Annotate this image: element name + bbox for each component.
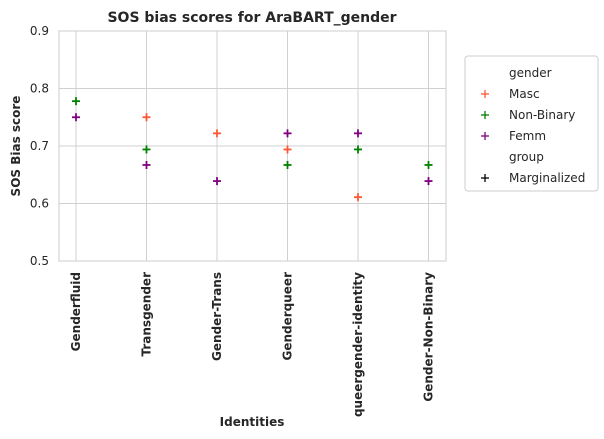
- data-point: [142, 113, 151, 122]
- grid: [59, 30, 446, 262]
- data-point: [424, 177, 433, 186]
- y-axis-label: SOS Bias score: [9, 96, 23, 197]
- data-point: [213, 177, 221, 186]
- y-tick-label: 0.9: [30, 24, 49, 38]
- x-tick-label: Genderqueer: [281, 272, 295, 361]
- legend-marker: [481, 111, 489, 119]
- y-tick-label: 0.7: [30, 139, 49, 153]
- data-point: [72, 97, 80, 106]
- legend-marker: [481, 132, 489, 140]
- data-point: [354, 193, 362, 202]
- legend-marker: [481, 174, 489, 182]
- y-tick-label: 0.6: [30, 197, 49, 211]
- y-tick-label: 0.8: [30, 82, 49, 96]
- x-axis: Genderfluid Transgender Gender-Trans Gender…: [69, 272, 436, 417]
- legend-box: [464, 55, 599, 192]
- x-tick-label: queergender-identity: [351, 272, 365, 417]
- plot-area: [58, 30, 447, 262]
- x-tick-label: Gender-Trans: [210, 272, 224, 361]
- data-point: [213, 129, 221, 138]
- data-point: [72, 113, 80, 122]
- legend-label: Masc: [509, 87, 540, 101]
- x-tick-label: Genderfluid: [69, 272, 83, 351]
- data-point: [283, 129, 292, 138]
- chart-title: SOS bias scores for AraBART_gender: [107, 10, 396, 26]
- x-axis-label: Identities: [220, 415, 285, 429]
- legend-label: Marginalized: [509, 171, 585, 185]
- legend-header: group: [509, 150, 544, 164]
- legend-label: Femm: [509, 129, 546, 143]
- data-points: [72, 97, 433, 202]
- legend-label: Non-Binary: [509, 108, 575, 122]
- data-point: [142, 145, 151, 154]
- data-point: [354, 145, 362, 154]
- x-tick-label: Gender-Non-Binary: [422, 272, 436, 402]
- legend-header: gender: [509, 66, 552, 80]
- y-tick-label: 0.5: [30, 254, 49, 268]
- data-point: [283, 145, 292, 154]
- legend: gender Masc Non-Binary Femm group Marginalize…: [464, 55, 599, 192]
- data-point: [142, 160, 151, 169]
- legend-marker: [481, 90, 489, 98]
- data-point: [354, 129, 362, 138]
- y-axis: 0.5 0.6 0.7 0.8 0.9: [30, 24, 49, 268]
- data-point: [424, 160, 433, 169]
- x-tick-label: Transgender: [140, 272, 154, 357]
- data-point: [283, 160, 292, 169]
